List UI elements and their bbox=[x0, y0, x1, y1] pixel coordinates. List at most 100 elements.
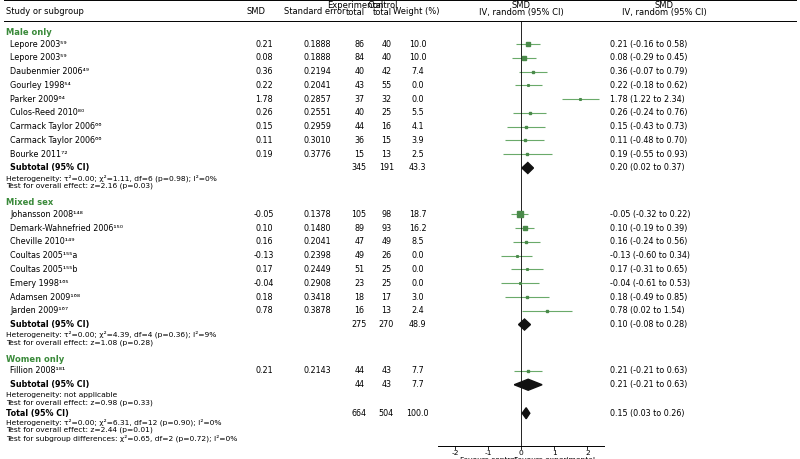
Text: Test for overall effect: z=2.44 (p=0.01): Test for overall effect: z=2.44 (p=0.01) bbox=[6, 427, 154, 433]
Text: 0.16: 0.16 bbox=[255, 237, 273, 246]
Text: 0.17 (-0.31 to 0.65): 0.17 (-0.31 to 0.65) bbox=[610, 265, 687, 274]
Text: 32: 32 bbox=[382, 95, 391, 104]
Text: 16: 16 bbox=[354, 306, 364, 315]
Text: total: total bbox=[373, 8, 392, 17]
Text: 0.78: 0.78 bbox=[255, 306, 273, 315]
Text: -0.04: -0.04 bbox=[254, 279, 274, 288]
Text: 42: 42 bbox=[382, 67, 391, 76]
Text: 1: 1 bbox=[552, 450, 557, 456]
Text: 0.2551: 0.2551 bbox=[304, 108, 331, 118]
Text: 0.10 (-0.08 to 0.28): 0.10 (-0.08 to 0.28) bbox=[610, 320, 687, 329]
Text: Heterogeneity: τ²=0.00; χ²=1.11, df=6 (p=0.98); I²=0%: Heterogeneity: τ²=0.00; χ²=1.11, df=6 (p… bbox=[6, 174, 218, 182]
Text: 0.15: 0.15 bbox=[255, 122, 273, 131]
Polygon shape bbox=[522, 162, 534, 174]
Polygon shape bbox=[518, 319, 530, 330]
Text: 0.2449: 0.2449 bbox=[304, 265, 331, 274]
Text: 49: 49 bbox=[354, 251, 364, 260]
Text: SMD: SMD bbox=[512, 0, 530, 10]
Text: Favours control: Favours control bbox=[459, 457, 517, 459]
Text: 47: 47 bbox=[354, 237, 364, 246]
Text: -2: -2 bbox=[451, 450, 458, 456]
Text: 25: 25 bbox=[382, 265, 391, 274]
Text: 0.22 (-0.18 to 0.62): 0.22 (-0.18 to 0.62) bbox=[610, 81, 687, 90]
Text: Emery 1998¹⁶⁵: Emery 1998¹⁶⁵ bbox=[10, 279, 69, 288]
Text: Daubenmier 2006⁴⁹: Daubenmier 2006⁴⁹ bbox=[10, 67, 90, 76]
Text: 43: 43 bbox=[382, 366, 391, 375]
Text: 8.5: 8.5 bbox=[411, 237, 424, 246]
Text: Study or subgroup: Study or subgroup bbox=[6, 7, 84, 16]
Text: Experimental: Experimental bbox=[327, 0, 383, 10]
Text: 13: 13 bbox=[382, 306, 391, 315]
Text: -0.05 (-0.32 to 0.22): -0.05 (-0.32 to 0.22) bbox=[610, 210, 690, 219]
Text: 504: 504 bbox=[379, 409, 394, 418]
Text: -0.04 (-0.61 to 0.53): -0.04 (-0.61 to 0.53) bbox=[610, 279, 690, 288]
Text: Favours experimental: Favours experimental bbox=[514, 457, 595, 459]
Text: 275: 275 bbox=[351, 320, 367, 329]
Text: 0.15 (0.03 to 0.26): 0.15 (0.03 to 0.26) bbox=[610, 409, 684, 418]
Text: 0.08: 0.08 bbox=[255, 53, 273, 62]
Text: 0.19: 0.19 bbox=[255, 150, 273, 159]
Text: 15: 15 bbox=[382, 136, 391, 145]
Text: 0.36: 0.36 bbox=[255, 67, 273, 76]
Polygon shape bbox=[522, 408, 530, 419]
Text: 25: 25 bbox=[382, 279, 391, 288]
Text: 0.0: 0.0 bbox=[411, 81, 424, 90]
Text: Mixed sex: Mixed sex bbox=[6, 198, 54, 207]
Text: 40: 40 bbox=[382, 39, 391, 49]
Text: IV, random (95% CI): IV, random (95% CI) bbox=[479, 8, 563, 17]
Text: 23: 23 bbox=[354, 279, 364, 288]
Text: -0.13 (-0.60 to 0.34): -0.13 (-0.60 to 0.34) bbox=[610, 251, 690, 260]
Text: 5.5: 5.5 bbox=[411, 108, 424, 118]
Text: 0.18: 0.18 bbox=[255, 292, 273, 302]
Text: 3.9: 3.9 bbox=[411, 136, 424, 145]
Text: 17: 17 bbox=[382, 292, 391, 302]
Text: 0.2143: 0.2143 bbox=[304, 366, 331, 375]
Text: Subtotal (95% CI): Subtotal (95% CI) bbox=[10, 163, 90, 173]
Text: Subtotal (95% CI): Subtotal (95% CI) bbox=[10, 320, 90, 329]
Text: 0.20 (0.02 to 0.37): 0.20 (0.02 to 0.37) bbox=[610, 163, 684, 173]
Text: Jarden 2009¹⁶⁷: Jarden 2009¹⁶⁷ bbox=[10, 306, 69, 315]
Text: 10.0: 10.0 bbox=[409, 53, 426, 62]
Text: Male only: Male only bbox=[6, 28, 52, 37]
Text: 4.1: 4.1 bbox=[411, 122, 424, 131]
Text: SMD: SMD bbox=[246, 7, 266, 16]
Text: 0.26 (-0.24 to 0.76): 0.26 (-0.24 to 0.76) bbox=[610, 108, 687, 118]
Text: 93: 93 bbox=[382, 224, 391, 233]
Text: 0.1888: 0.1888 bbox=[304, 53, 331, 62]
Text: 0.78 (0.02 to 1.54): 0.78 (0.02 to 1.54) bbox=[610, 306, 684, 315]
Text: -0.13: -0.13 bbox=[254, 251, 274, 260]
Text: Heterogeneity: not applicable: Heterogeneity: not applicable bbox=[6, 392, 118, 397]
Text: Test for subgroup differences: χ²=0.65, df=2 (p=0.72); I²=0%: Test for subgroup differences: χ²=0.65, … bbox=[6, 434, 238, 442]
Text: Coultas 2005¹⁵⁵b: Coultas 2005¹⁵⁵b bbox=[10, 265, 78, 274]
Text: 7.7: 7.7 bbox=[411, 366, 424, 375]
Text: 0.22: 0.22 bbox=[255, 81, 273, 90]
Text: 0.2908: 0.2908 bbox=[304, 279, 331, 288]
Text: Heterogeneity: τ²=0.00; χ²=6.31, df=12 (p=0.90); I²=0%: Heterogeneity: τ²=0.00; χ²=6.31, df=12 (… bbox=[6, 419, 222, 426]
Text: 0.2857: 0.2857 bbox=[304, 95, 331, 104]
Text: Adamsen 2009¹⁶⁸: Adamsen 2009¹⁶⁸ bbox=[10, 292, 81, 302]
Text: 2.5: 2.5 bbox=[411, 150, 424, 159]
Text: 0.2398: 0.2398 bbox=[304, 251, 331, 260]
Text: 0.10 (-0.19 to 0.39): 0.10 (-0.19 to 0.39) bbox=[610, 224, 687, 233]
Text: 0.18 (-0.49 to 0.85): 0.18 (-0.49 to 0.85) bbox=[610, 292, 687, 302]
Text: Heterogeneity: τ²=0.00; χ²=4.39, df=4 (p=0.36); I²=9%: Heterogeneity: τ²=0.00; χ²=4.39, df=4 (p… bbox=[6, 331, 217, 338]
Text: 16: 16 bbox=[382, 122, 391, 131]
Text: 0.36 (-0.07 to 0.79): 0.36 (-0.07 to 0.79) bbox=[610, 67, 687, 76]
Text: 0.2041: 0.2041 bbox=[304, 237, 331, 246]
Text: 0.21: 0.21 bbox=[255, 39, 273, 49]
Text: 44: 44 bbox=[354, 380, 364, 389]
Text: 7.7: 7.7 bbox=[411, 380, 424, 389]
Text: 43: 43 bbox=[382, 380, 391, 389]
Text: 2: 2 bbox=[585, 450, 590, 456]
Text: Standard error: Standard error bbox=[284, 7, 345, 16]
Text: 0.15 (-0.43 to 0.73): 0.15 (-0.43 to 0.73) bbox=[610, 122, 687, 131]
Text: 270: 270 bbox=[378, 320, 394, 329]
Text: 48.9: 48.9 bbox=[409, 320, 426, 329]
Text: 0.1888: 0.1888 bbox=[304, 39, 331, 49]
Text: Total (95% CI): Total (95% CI) bbox=[6, 409, 70, 418]
Text: 3.0: 3.0 bbox=[411, 292, 424, 302]
Text: Johansson 2008¹⁴⁸: Johansson 2008¹⁴⁸ bbox=[10, 210, 83, 219]
Text: 0.2959: 0.2959 bbox=[304, 122, 332, 131]
Text: 89: 89 bbox=[354, 224, 364, 233]
Text: Bourke 2011⁷²: Bourke 2011⁷² bbox=[10, 150, 68, 159]
